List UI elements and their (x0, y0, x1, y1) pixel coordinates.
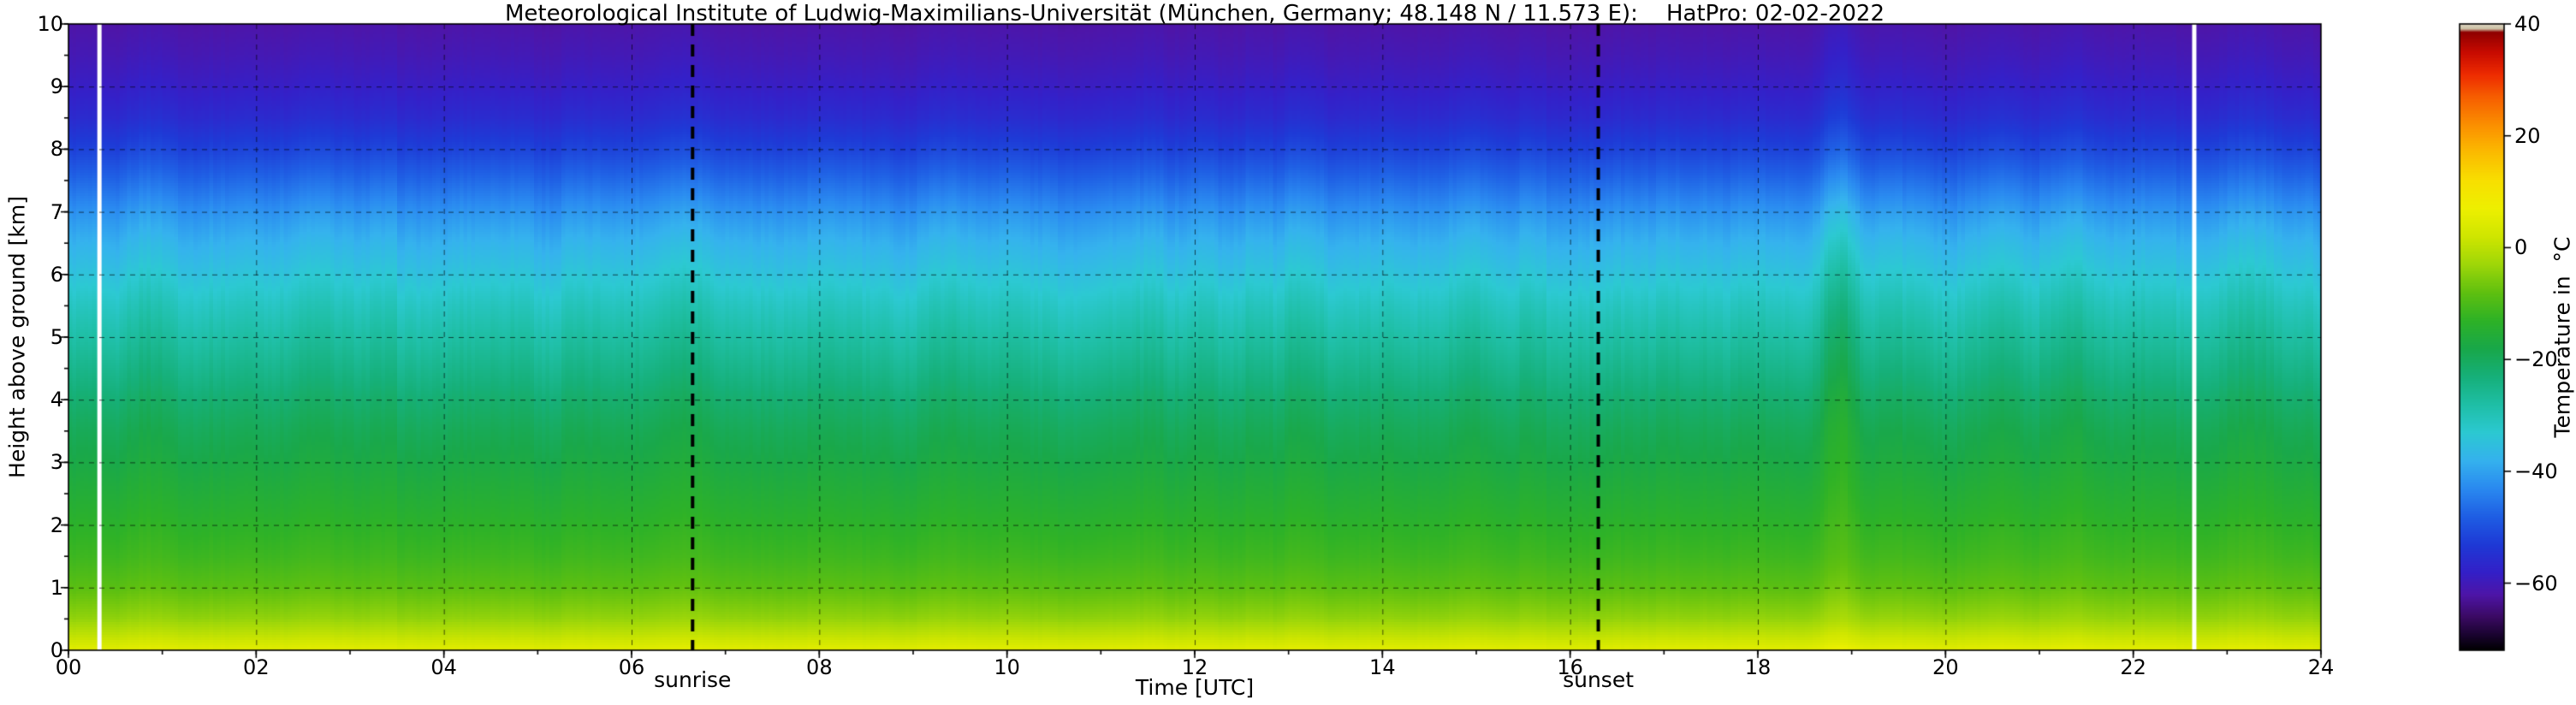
x-tick-label: 08 (806, 655, 833, 679)
y-tick-label: 10 (37, 12, 63, 36)
sunset-annotation: sunset (1563, 667, 1635, 692)
x-tick-label: 00 (55, 655, 82, 679)
x-tick-label: 16 (1557, 655, 1583, 679)
y-tick-label: 5 (50, 325, 63, 349)
y-tick-label: 7 (50, 199, 63, 224)
y-tick-label: 4 (50, 388, 63, 412)
x-tick-label: 22 (2120, 655, 2146, 679)
colorbar-tick-label: 0 (2514, 235, 2528, 260)
colorbar-tick-label: 20 (2514, 123, 2541, 148)
x-tick-label: 20 (1932, 655, 1959, 679)
y-tick-label: 3 (50, 450, 63, 475)
x-tick-label: 14 (1369, 655, 1396, 679)
colorbar-tick-label: 40 (2514, 12, 2541, 36)
x-tick-label: 10 (994, 655, 1020, 679)
x-tick-label: 24 (2307, 655, 2335, 679)
y-tick-label: 8 (50, 137, 63, 162)
colorbar-tick-label: −60 (2514, 571, 2558, 595)
chart-title: Meteorological Institute of Ludwig-Maxim… (504, 1, 1885, 27)
x-tick-label: 06 (618, 655, 645, 679)
y-tick-label: 6 (50, 262, 63, 287)
x-tick-label: 12 (1181, 655, 1208, 679)
sunrise-annotation: sunrise (654, 667, 732, 692)
colorbar-tick-label: −40 (2514, 459, 2558, 483)
x-tick-label: 02 (243, 655, 270, 679)
y-tick-label: 2 (50, 512, 63, 537)
x-axis-label: Time [UTC] (1135, 675, 1255, 700)
colorbar-tick-label: −20 (2514, 347, 2558, 372)
colorbar-label: Temperature in °C (2549, 236, 2575, 438)
y-tick-label: 9 (50, 74, 63, 99)
x-tick-label: 18 (1744, 655, 1772, 679)
x-tick-label: 04 (430, 655, 457, 679)
y-tick-label: 1 (50, 575, 63, 600)
y-tick-label: 0 (50, 638, 63, 662)
